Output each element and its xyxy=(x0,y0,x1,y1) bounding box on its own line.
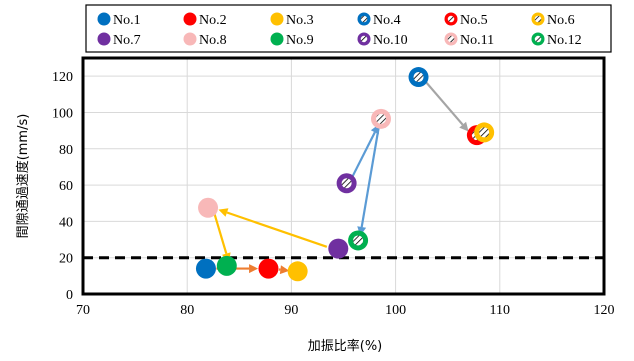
legend-item: No.8 xyxy=(183,32,227,48)
data-point-no1 xyxy=(195,258,216,279)
data-point-no7 xyxy=(328,238,349,259)
legend: No.1 No.2 No.3 No.4 No.5 No.6 No.7 No.8 No.9 No.1… xyxy=(97,12,582,48)
data-point-no10 xyxy=(336,173,357,194)
arrow-line xyxy=(423,79,464,126)
legend-label: No.6 xyxy=(547,13,575,28)
legend-marker xyxy=(270,32,284,46)
x-tick-label: 120 xyxy=(594,303,615,318)
legend-marker xyxy=(270,12,284,26)
legend-item: No.7 xyxy=(97,32,141,48)
legend-item: No.10 xyxy=(357,32,408,48)
legend-marker xyxy=(357,12,371,26)
legend-label: No.12 xyxy=(547,33,582,48)
legend-item: No.1 xyxy=(97,12,141,28)
legend-marker xyxy=(357,32,371,46)
data-points xyxy=(195,67,495,282)
data-point-no12 xyxy=(348,230,369,251)
legend-item: No.6 xyxy=(531,12,575,28)
data-point-no4 xyxy=(408,67,429,88)
y-axis-label: 間隙通過速度(mm/s) xyxy=(15,114,31,239)
data-point-no3 xyxy=(287,261,308,282)
y-tick-label: 80 xyxy=(59,143,73,158)
legend-item: No.4 xyxy=(357,12,401,28)
y-tick-labels: 0 20 40 60 80 100 120 xyxy=(52,70,73,303)
x-tick-label: 110 xyxy=(490,303,510,318)
x-axis-label: 加振比率(%) xyxy=(308,338,383,354)
legend-marker xyxy=(183,32,197,46)
legend-item: No.5 xyxy=(444,12,488,28)
data-point-no2 xyxy=(258,258,279,279)
data-point-no11 xyxy=(371,108,392,129)
data-point-no6 xyxy=(474,122,495,143)
arrow-head xyxy=(218,208,229,217)
legend-label: No.4 xyxy=(373,13,401,28)
legend-box xyxy=(85,4,612,53)
data-point-no9 xyxy=(216,255,237,276)
y-tick-label: 60 xyxy=(59,179,73,194)
legend-marker xyxy=(444,32,458,46)
arrow-head xyxy=(459,121,469,132)
legend-label: No.10 xyxy=(373,33,408,48)
legend-label: No.1 xyxy=(113,13,141,28)
legend-marker xyxy=(444,12,458,26)
x-tick-label: 100 xyxy=(385,303,406,318)
arrow-head xyxy=(249,264,259,274)
legend-item: No.2 xyxy=(183,12,227,28)
arrow-line xyxy=(360,125,381,228)
x-tick-labels: 70 80 90 100 110 120 xyxy=(76,303,615,318)
arrow-line xyxy=(226,211,328,248)
legend-item: No.12 xyxy=(531,32,582,48)
y-tick-label: 20 xyxy=(59,252,73,267)
x-tick-label: 70 xyxy=(76,303,90,318)
legend-item: No.3 xyxy=(270,12,314,28)
y-tick-label: 40 xyxy=(59,215,73,230)
legend-marker xyxy=(183,12,197,26)
legend-marker xyxy=(97,12,111,26)
arrow-line xyxy=(350,131,376,179)
legend-label: No.9 xyxy=(286,33,314,48)
legend-marker xyxy=(531,12,545,26)
legend-item: No.9 xyxy=(270,32,314,48)
legend-label: No.7 xyxy=(113,33,141,48)
plot-frame xyxy=(81,56,606,296)
legend-marker xyxy=(97,32,111,46)
data-point-no8 xyxy=(198,197,219,218)
legend-label: No.8 xyxy=(199,33,227,48)
legend-label: No.11 xyxy=(460,33,494,48)
legend-marker xyxy=(531,32,545,46)
legend-label: No.2 xyxy=(199,13,227,28)
legend-label: No.3 xyxy=(286,13,314,28)
y-tick-label: 100 xyxy=(52,106,73,121)
y-tick-label: 0 xyxy=(66,288,73,303)
arrow-head xyxy=(279,265,290,275)
x-tick-label: 80 xyxy=(180,303,194,318)
x-tick-label: 90 xyxy=(284,303,298,318)
legend-item: No.11 xyxy=(444,32,494,48)
arrow-line xyxy=(213,212,228,254)
legend-label: No.5 xyxy=(460,13,488,28)
y-tick-label: 120 xyxy=(52,70,73,85)
